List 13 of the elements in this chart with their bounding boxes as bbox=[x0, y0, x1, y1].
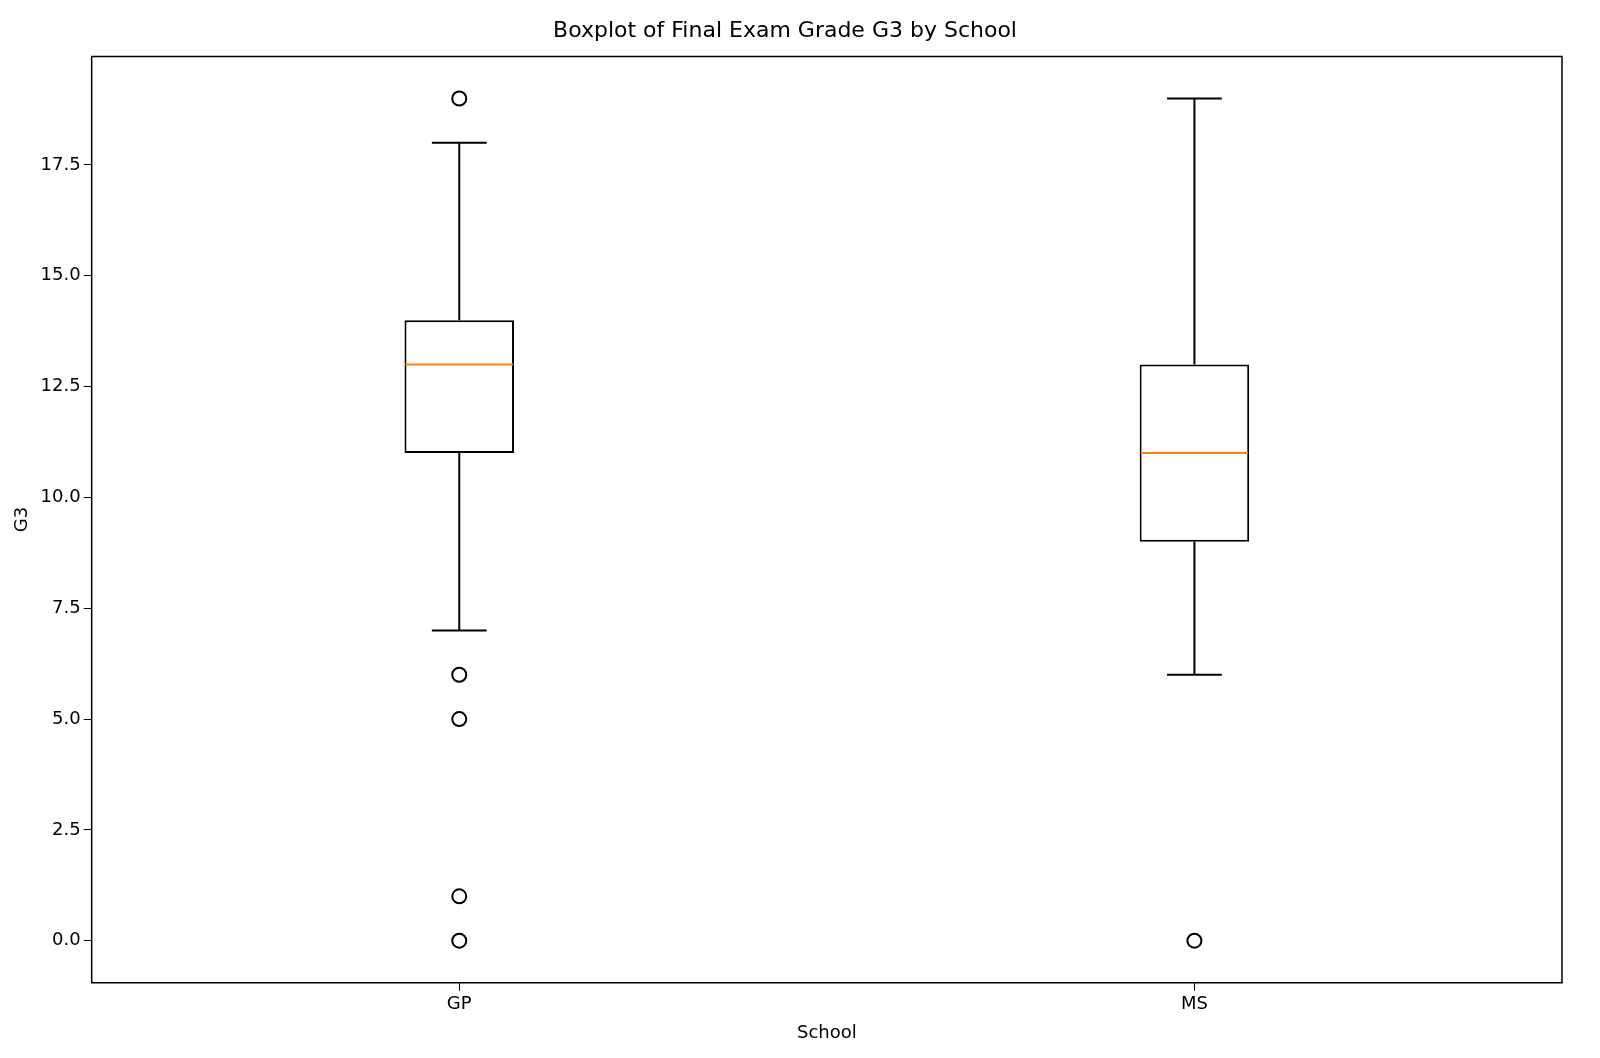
y-tick-label: 7.5 bbox=[52, 595, 81, 617]
x-tick-label: GP bbox=[446, 992, 472, 1014]
y-axis-title: G3 bbox=[10, 506, 32, 533]
y-tick-label: 5.0 bbox=[52, 706, 81, 728]
y-tick-label: 2.5 bbox=[52, 817, 81, 839]
x-axis-title: School bbox=[796, 1020, 857, 1042]
y-tick-label: 0.0 bbox=[52, 928, 81, 950]
y-tick-label: 17.5 bbox=[40, 152, 81, 174]
y-tick-label: 10.0 bbox=[40, 485, 81, 507]
x-tick-label: MS bbox=[1180, 992, 1208, 1014]
chart-title: Boxplot of Final Exam Grade G3 by School bbox=[553, 16, 1017, 42]
y-tick-label: 12.5 bbox=[40, 374, 81, 396]
y-tick-label: 15.0 bbox=[40, 263, 81, 285]
